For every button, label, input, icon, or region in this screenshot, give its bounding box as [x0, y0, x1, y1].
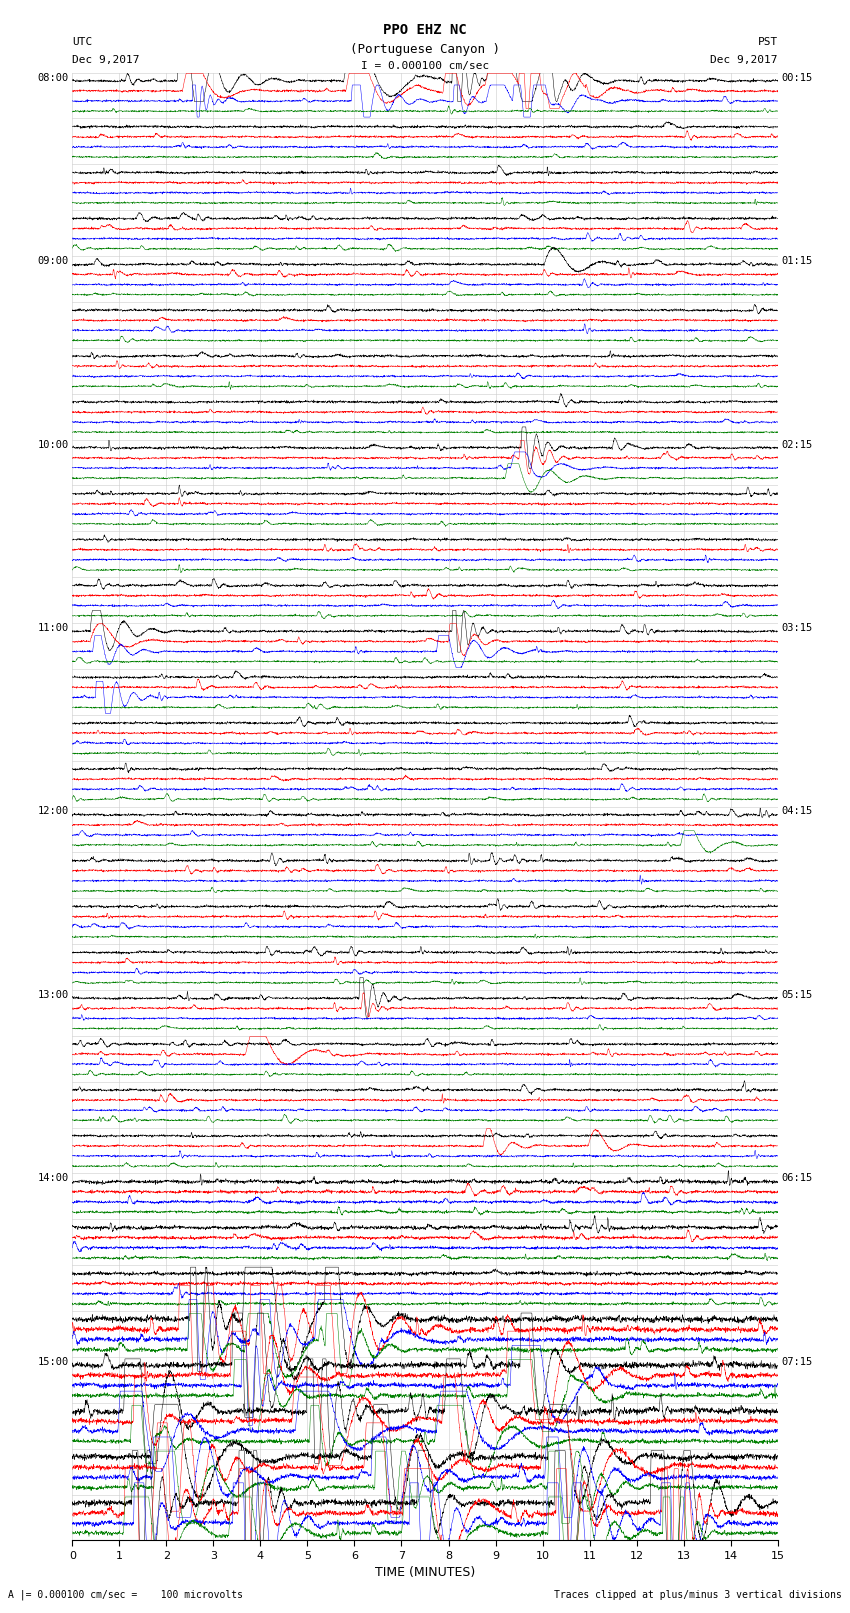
Text: 05:15: 05:15 — [781, 990, 813, 1000]
Text: (Portuguese Canyon ): (Portuguese Canyon ) — [350, 44, 500, 56]
X-axis label: TIME (MINUTES): TIME (MINUTES) — [375, 1566, 475, 1579]
Text: I = 0.000100 cm/sec: I = 0.000100 cm/sec — [361, 61, 489, 71]
Text: 06:15: 06:15 — [781, 1174, 813, 1184]
Text: PPO EHZ NC: PPO EHZ NC — [383, 23, 467, 37]
Text: 11:00: 11:00 — [37, 623, 69, 632]
Text: PST: PST — [757, 37, 778, 47]
Text: Traces clipped at plus/minus 3 vertical divisions: Traces clipped at plus/minus 3 vertical … — [553, 1590, 842, 1600]
Text: 01:15: 01:15 — [781, 256, 813, 266]
Text: A |= 0.000100 cm/sec =    100 microvolts: A |= 0.000100 cm/sec = 100 microvolts — [8, 1589, 243, 1600]
Text: 08:00: 08:00 — [37, 73, 69, 82]
Text: Dec 9,2017: Dec 9,2017 — [711, 55, 778, 65]
Text: 03:15: 03:15 — [781, 623, 813, 632]
Text: UTC: UTC — [72, 37, 93, 47]
Text: 12:00: 12:00 — [37, 806, 69, 816]
Text: 14:00: 14:00 — [37, 1174, 69, 1184]
Text: 15:00: 15:00 — [37, 1357, 69, 1366]
Text: 09:00: 09:00 — [37, 256, 69, 266]
Text: 07:15: 07:15 — [781, 1357, 813, 1366]
Text: 00:15: 00:15 — [781, 73, 813, 82]
Text: 02:15: 02:15 — [781, 440, 813, 450]
Text: 04:15: 04:15 — [781, 806, 813, 816]
Text: 13:00: 13:00 — [37, 990, 69, 1000]
Text: Dec 9,2017: Dec 9,2017 — [72, 55, 139, 65]
Text: 10:00: 10:00 — [37, 440, 69, 450]
